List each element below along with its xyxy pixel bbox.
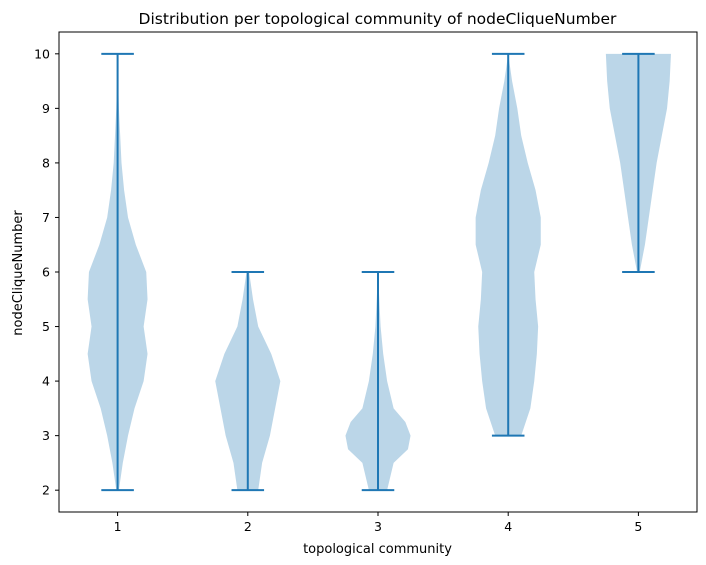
y-tick-label-6: 6: [42, 265, 50, 280]
y-tick-label-3: 3: [42, 428, 50, 443]
y-tick-label-7: 7: [42, 210, 50, 225]
x-tick-label-1: 1: [114, 519, 122, 534]
x-tick-label-4: 4: [504, 519, 512, 534]
x-tick-label-5: 5: [634, 519, 642, 534]
y-tick-label-10: 10: [34, 46, 50, 61]
x-axis-label: topological community: [303, 542, 452, 557]
x-tick-label-2: 2: [244, 519, 252, 534]
axes: 1 2 3 4 5 2 3 4 5 6 7 8 9 10: [34, 31, 698, 534]
chart-title: Distribution per topological community o…: [139, 10, 618, 28]
y-tick-label-8: 8: [42, 155, 50, 170]
plot-area: [87, 52, 671, 492]
y-tick-label-9: 9: [42, 101, 50, 116]
x-tick-label-3: 3: [374, 519, 382, 534]
y-tick-label-5: 5: [42, 319, 50, 334]
y-tick-label-4: 4: [42, 374, 50, 389]
y-axis-label: nodeCliqueNumber: [11, 210, 26, 336]
y-tick-label-2: 2: [42, 483, 50, 498]
